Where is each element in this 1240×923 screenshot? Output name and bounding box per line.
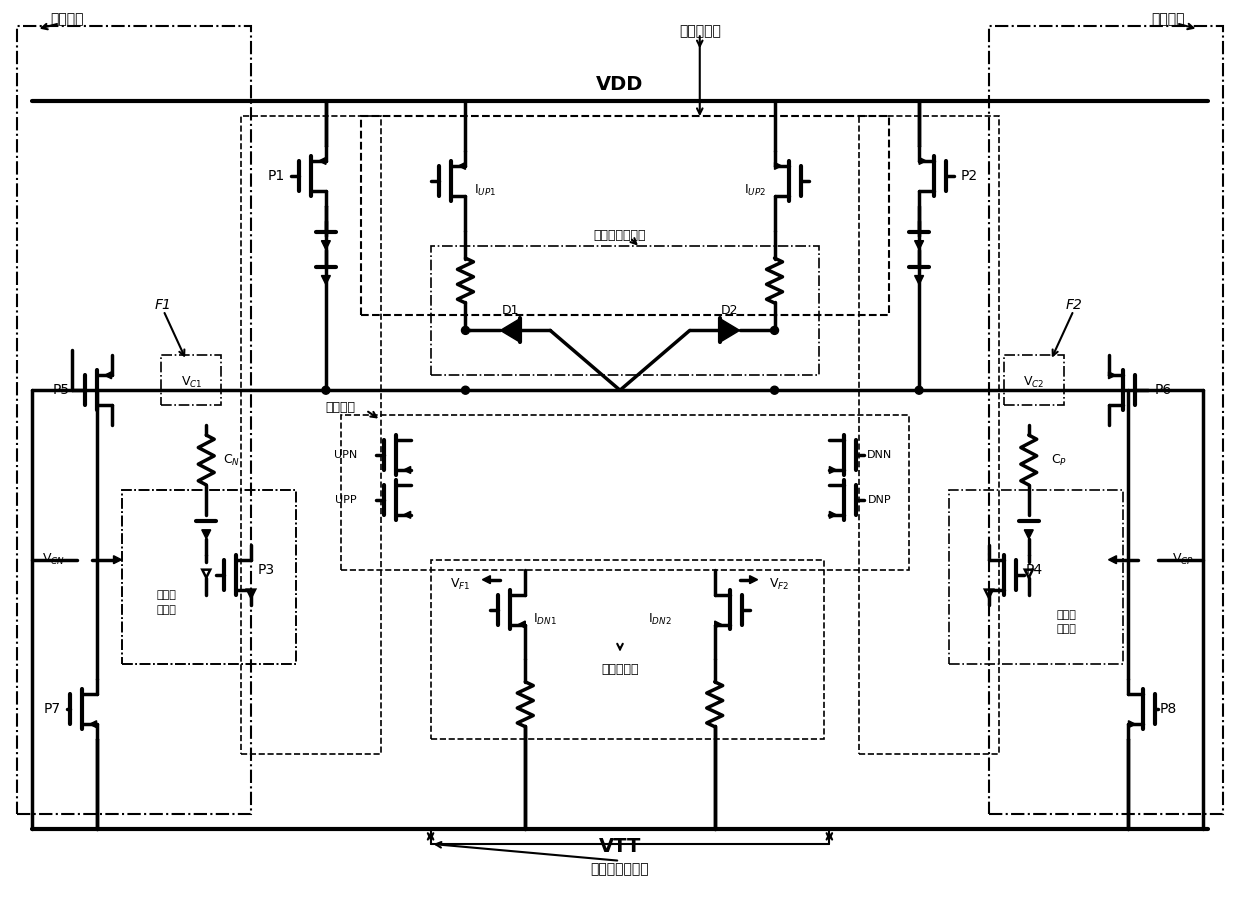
Text: 环路滤: 环路滤 <box>1056 609 1076 619</box>
Text: 缓冲模块: 缓冲模块 <box>1152 12 1185 27</box>
Circle shape <box>770 386 779 394</box>
Text: UPP: UPP <box>335 495 357 505</box>
Bar <box>241 116 381 754</box>
Polygon shape <box>1024 569 1033 578</box>
Text: VTT: VTT <box>599 837 641 857</box>
Polygon shape <box>518 621 526 628</box>
Polygon shape <box>915 276 924 284</box>
Text: DNN: DNN <box>867 450 892 460</box>
Text: V$_{C1}$: V$_{C1}$ <box>181 375 202 390</box>
Text: D1: D1 <box>502 304 520 317</box>
Circle shape <box>770 327 779 334</box>
Text: P3: P3 <box>258 563 274 577</box>
Text: DNP: DNP <box>868 495 892 505</box>
Bar <box>988 27 1223 814</box>
Text: I$_{UP1}$: I$_{UP1}$ <box>474 184 496 198</box>
Text: V$_{C2}$: V$_{C2}$ <box>1023 375 1044 390</box>
Bar <box>430 246 820 376</box>
Polygon shape <box>404 466 410 473</box>
Polygon shape <box>501 318 521 342</box>
Text: 波模块: 波模块 <box>156 605 176 615</box>
Polygon shape <box>321 276 330 284</box>
Text: 环路滤: 环路滤 <box>156 590 176 600</box>
Text: C$_P$: C$_P$ <box>1050 452 1066 468</box>
Text: I$_{UP2}$: I$_{UP2}$ <box>744 184 765 198</box>
Bar <box>1004 355 1064 405</box>
Bar <box>361 116 889 316</box>
Polygon shape <box>247 590 255 597</box>
Polygon shape <box>714 621 722 628</box>
Text: 防漏电保护模块: 防漏电保护模块 <box>594 229 646 242</box>
Text: C$_N$: C$_N$ <box>223 452 239 468</box>
Text: 电流沉模块: 电流沉模块 <box>601 663 639 676</box>
Polygon shape <box>1109 372 1116 378</box>
Text: 电流沉控制模块: 电流沉控制模块 <box>590 862 650 876</box>
Text: P4: P4 <box>1025 563 1043 577</box>
Bar <box>949 490 1123 665</box>
Bar <box>341 415 909 569</box>
Circle shape <box>322 386 330 394</box>
Polygon shape <box>319 158 326 164</box>
Polygon shape <box>1128 721 1136 727</box>
Polygon shape <box>719 318 739 342</box>
Text: P8: P8 <box>1159 702 1177 716</box>
Text: VDD: VDD <box>596 75 644 93</box>
Text: P1: P1 <box>268 169 285 183</box>
Circle shape <box>915 386 923 394</box>
Polygon shape <box>459 162 465 170</box>
Polygon shape <box>114 556 122 564</box>
Polygon shape <box>830 466 836 473</box>
Polygon shape <box>404 511 410 519</box>
Text: UPN: UPN <box>335 450 357 460</box>
Polygon shape <box>919 158 926 164</box>
Circle shape <box>461 386 470 394</box>
Polygon shape <box>482 576 490 583</box>
Polygon shape <box>1109 556 1116 564</box>
Text: I$_{DN2}$: I$_{DN2}$ <box>649 612 672 627</box>
Polygon shape <box>985 590 993 597</box>
Bar <box>430 559 825 739</box>
Polygon shape <box>1024 530 1033 539</box>
Text: V$_{F1}$: V$_{F1}$ <box>450 577 471 593</box>
Text: P5: P5 <box>53 383 71 397</box>
Bar <box>122 490 296 665</box>
Text: I$_{DN1}$: I$_{DN1}$ <box>533 612 557 627</box>
Text: D2: D2 <box>720 304 738 317</box>
Text: 开关模块: 开关模块 <box>326 401 356 414</box>
Text: 波模块: 波模块 <box>1056 625 1076 634</box>
Text: F2: F2 <box>1065 298 1083 313</box>
Polygon shape <box>321 241 330 249</box>
Polygon shape <box>89 721 97 727</box>
Text: P7: P7 <box>43 702 61 716</box>
Polygon shape <box>202 530 211 539</box>
Text: V$_{CP}$: V$_{CP}$ <box>1172 552 1194 568</box>
Circle shape <box>461 327 470 334</box>
Bar <box>859 116 999 754</box>
Polygon shape <box>750 576 758 583</box>
Polygon shape <box>202 569 211 578</box>
Text: P6: P6 <box>1154 383 1172 397</box>
Polygon shape <box>915 241 924 249</box>
Polygon shape <box>830 511 836 519</box>
Polygon shape <box>104 372 112 378</box>
Text: 缓冲模块: 缓冲模块 <box>50 12 83 27</box>
Text: V$_{F2}$: V$_{F2}$ <box>769 577 790 593</box>
Bar <box>161 355 221 405</box>
Text: V$_{CN}$: V$_{CN}$ <box>42 552 66 568</box>
Text: 电流源模块: 电流源模块 <box>678 24 720 38</box>
Text: P2: P2 <box>961 169 977 183</box>
Bar <box>17 27 252 814</box>
Text: F1: F1 <box>155 298 172 313</box>
Polygon shape <box>775 162 781 170</box>
Bar <box>122 490 296 665</box>
